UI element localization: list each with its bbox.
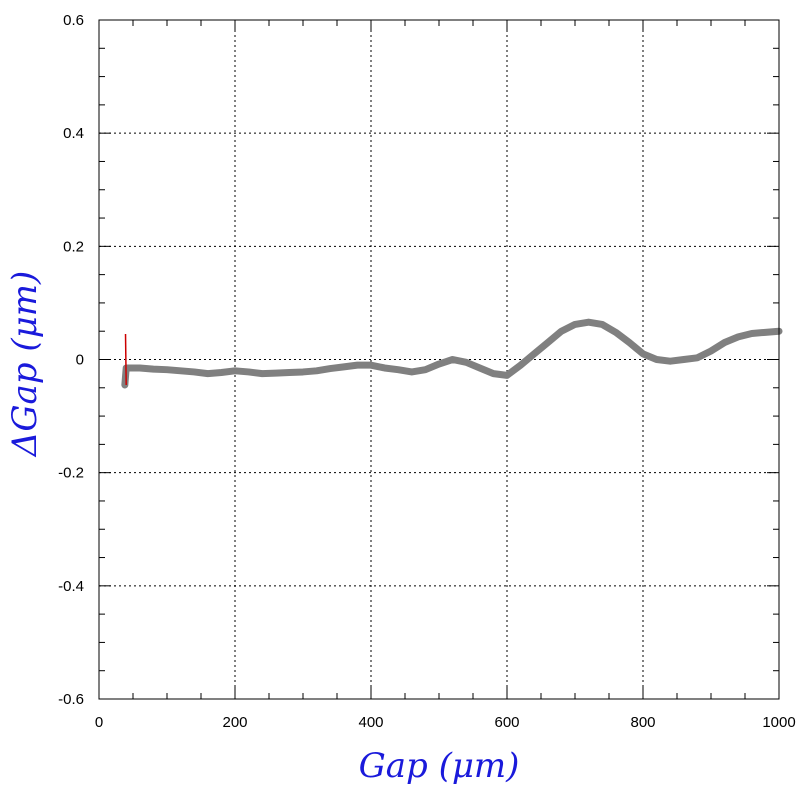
y-tick-label: 0.6: [63, 12, 84, 29]
x-tick-label: 400: [358, 714, 383, 731]
x-tick-label: 0: [95, 714, 103, 731]
x-tick-label: 600: [494, 714, 519, 731]
x-tick-label: 1000: [762, 714, 795, 731]
plot-frame: [98, 19, 780, 700]
gap-series-line: [121, 318, 783, 389]
spike-series-line: [124, 334, 127, 385]
y-tick-label: 0.4: [63, 125, 84, 142]
y-tick-label: 0: [76, 352, 84, 369]
y-axis-title: ΔGap (μm): [5, 271, 45, 458]
data-series: [121, 318, 783, 389]
y-tick-label: -0.4: [58, 578, 84, 595]
x-axis-title: Gap (μm): [359, 746, 520, 786]
y-tick-label: 0.2: [63, 238, 84, 255]
y-tick-label: -0.2: [58, 465, 84, 482]
y-tick-label: -0.6: [58, 691, 84, 708]
tick-labels: 0 200 400 600 800 1000 -0.6 -0.4 -0.2 0 0.2 0.4 0.6: [58, 12, 796, 731]
x-tick-label: 800: [630, 714, 655, 731]
x-tick-label: 200: [222, 714, 247, 731]
